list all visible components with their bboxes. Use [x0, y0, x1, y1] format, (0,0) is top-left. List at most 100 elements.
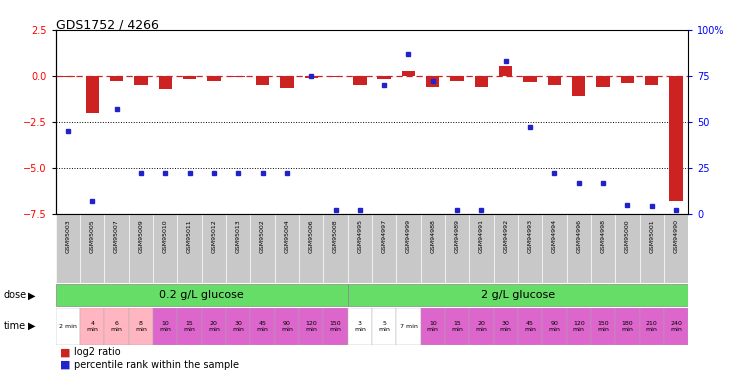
Bar: [80, 214, 104, 283]
Bar: [299, 308, 324, 345]
Bar: [664, 308, 688, 345]
Text: log2 ratio: log2 ratio: [74, 347, 121, 357]
Bar: [645, 76, 658, 85]
Bar: [397, 214, 420, 283]
Bar: [518, 214, 542, 283]
Text: 2 g/L glucose: 2 g/L glucose: [481, 290, 555, 300]
Bar: [275, 214, 299, 283]
Bar: [640, 214, 664, 283]
Text: 30
min: 30 min: [500, 321, 512, 332]
Text: ■: ■: [60, 347, 70, 357]
Bar: [129, 308, 153, 345]
Text: GSM94997: GSM94997: [382, 219, 387, 254]
Bar: [56, 284, 347, 306]
Text: GSM94990: GSM94990: [673, 219, 679, 253]
Bar: [524, 76, 536, 82]
Bar: [226, 308, 251, 345]
Bar: [61, 76, 74, 77]
Text: GSM94992: GSM94992: [503, 219, 508, 254]
Bar: [402, 71, 415, 76]
Bar: [202, 214, 226, 283]
Text: 20
min: 20 min: [475, 321, 487, 332]
Text: GSM95006: GSM95006: [309, 219, 314, 253]
Text: 10
min: 10 min: [159, 321, 171, 332]
Bar: [670, 76, 683, 201]
Text: ▶: ▶: [28, 290, 36, 300]
Text: 2 min: 2 min: [59, 324, 77, 329]
Text: 150
min: 150 min: [597, 321, 609, 332]
Text: GSM94996: GSM94996: [577, 219, 581, 253]
Text: 120
min: 120 min: [573, 321, 585, 332]
Text: 5
min: 5 min: [378, 321, 390, 332]
Bar: [372, 214, 397, 283]
Text: GSM95012: GSM95012: [211, 219, 217, 253]
Text: 240
min: 240 min: [670, 321, 682, 332]
Text: 20
min: 20 min: [208, 321, 219, 332]
Text: GSM95010: GSM95010: [163, 219, 167, 253]
Text: time: time: [4, 321, 26, 331]
Bar: [567, 308, 591, 345]
Bar: [202, 308, 226, 345]
Bar: [518, 308, 542, 345]
Text: 150
min: 150 min: [330, 321, 341, 332]
Text: GSM94989: GSM94989: [455, 219, 460, 253]
Bar: [420, 308, 445, 345]
Text: 4
min: 4 min: [86, 321, 98, 332]
Text: percentile rank within the sample: percentile rank within the sample: [74, 360, 240, 370]
Text: 7 min: 7 min: [400, 324, 417, 329]
Text: 45
min: 45 min: [257, 321, 269, 332]
Bar: [56, 214, 80, 283]
Bar: [493, 308, 518, 345]
Text: 15
min: 15 min: [184, 321, 196, 332]
Bar: [304, 76, 318, 78]
Bar: [347, 308, 372, 345]
Text: GSM95007: GSM95007: [114, 219, 119, 253]
Text: 210
min: 210 min: [646, 321, 658, 332]
Text: GSM94994: GSM94994: [552, 219, 557, 254]
Bar: [251, 308, 275, 345]
Text: ■: ■: [60, 360, 70, 370]
Text: ▶: ▶: [28, 321, 36, 331]
Bar: [324, 308, 347, 345]
Bar: [134, 76, 147, 85]
Text: GSM95004: GSM95004: [284, 219, 289, 253]
Bar: [445, 214, 469, 283]
Text: 3
min: 3 min: [354, 321, 366, 332]
Text: dose: dose: [4, 290, 27, 300]
Text: 90
min: 90 min: [548, 321, 560, 332]
Text: 6
min: 6 min: [111, 321, 123, 332]
Bar: [620, 76, 634, 83]
Bar: [256, 76, 269, 85]
Bar: [567, 214, 591, 283]
Text: GDS1752 / 4266: GDS1752 / 4266: [56, 19, 158, 32]
Bar: [177, 214, 202, 283]
Bar: [347, 284, 688, 306]
Text: GSM94993: GSM94993: [527, 219, 533, 254]
Bar: [353, 76, 367, 85]
Bar: [542, 214, 567, 283]
Bar: [329, 76, 342, 77]
Bar: [153, 308, 177, 345]
Text: GSM95002: GSM95002: [260, 219, 265, 253]
Text: 45
min: 45 min: [525, 321, 536, 332]
Text: 90
min: 90 min: [281, 321, 293, 332]
Bar: [208, 76, 220, 81]
Text: GSM95009: GSM95009: [138, 219, 144, 253]
Bar: [445, 308, 469, 345]
Bar: [469, 214, 493, 283]
Bar: [420, 214, 445, 283]
Text: 8
min: 8 min: [135, 321, 147, 332]
Bar: [280, 76, 294, 88]
Bar: [499, 66, 513, 76]
Bar: [664, 214, 688, 283]
Bar: [450, 76, 464, 81]
Text: 10
min: 10 min: [427, 321, 439, 332]
Bar: [469, 308, 493, 345]
Bar: [299, 214, 324, 283]
Bar: [640, 308, 664, 345]
Text: GSM95000: GSM95000: [625, 219, 630, 253]
Bar: [183, 76, 196, 79]
Bar: [548, 76, 561, 85]
Bar: [251, 214, 275, 283]
Bar: [177, 308, 202, 345]
